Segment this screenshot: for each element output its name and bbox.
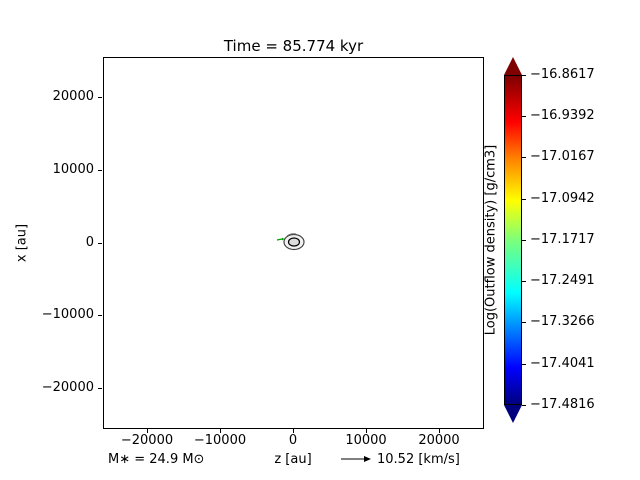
colorbar-tick-mark — [522, 405, 526, 406]
x-tick-mark — [293, 429, 294, 433]
colorbar-extend-bottom — [504, 405, 522, 423]
chart-title: Time = 85.774 kyr — [223, 37, 364, 55]
colorbar-tick-mark — [522, 364, 526, 365]
y-tick-mark — [98, 388, 102, 389]
x-tick-mark — [439, 429, 440, 433]
y-tick-mark — [98, 97, 102, 98]
colorbar — [504, 75, 522, 405]
x-axis-label: z [au] — [274, 452, 312, 467]
colorbar-tick-mark — [522, 199, 526, 200]
colorbar-tick-label: −17.3266 — [530, 314, 595, 329]
y-tick-mark — [98, 315, 102, 316]
y-tick-label: −10000 — [41, 307, 94, 322]
x-tick-label: −20000 — [120, 433, 174, 448]
colorbar-tick-label: −17.4041 — [530, 356, 595, 371]
y-tick-label: 20000 — [52, 89, 94, 104]
colorbar-tick-label: −17.2491 — [530, 273, 595, 288]
colorbar-tick-mark — [522, 75, 526, 76]
colorbar-tick-label: −17.0942 — [530, 191, 595, 206]
y-axis-label: x [au] — [14, 223, 30, 263]
x-tick-label: −10000 — [193, 433, 247, 448]
x-tick-label: 20000 — [418, 433, 460, 448]
colorbar-tick-label: −16.8617 — [530, 67, 595, 82]
x-tick-mark — [147, 429, 148, 433]
y-tick-label: −20000 — [41, 380, 94, 395]
colorbar-tick-label: −16.9392 — [530, 108, 595, 123]
colorbar-extend-top — [504, 57, 522, 75]
y-tick-mark — [98, 170, 102, 171]
outflow-contour-glyph — [276, 233, 305, 251]
colorbar-label: Log(Outflow density) [g/cm3] — [483, 144, 499, 336]
quiver-key-label: 10.52 [km/s] — [377, 452, 460, 467]
x-tick-mark — [220, 429, 221, 433]
y-tick-mark — [98, 243, 102, 244]
colorbar-tick-mark — [522, 157, 526, 158]
y-tick-label: 0 — [85, 235, 94, 250]
quiver-arrow-green — [276, 238, 283, 241]
colorbar-tick-mark — [522, 116, 526, 117]
x-tick-label: 10000 — [345, 433, 387, 448]
x-tick-label: 0 — [288, 433, 298, 448]
stellar-mass-label: M∗ = 24.9 M⊙ — [108, 452, 205, 467]
colorbar-tick-label: −17.1717 — [530, 232, 595, 247]
quiver-key-arrow — [341, 456, 371, 462]
colorbar-tick-label: −17.4816 — [530, 397, 595, 412]
y-tick-label: 10000 — [52, 162, 94, 177]
colorbar-tick-label: −17.0167 — [530, 149, 595, 164]
colorbar-tick-mark — [522, 281, 526, 282]
colorbar-tick-mark — [522, 322, 526, 323]
colorbar-tick-mark — [522, 240, 526, 241]
x-tick-mark — [366, 429, 367, 433]
